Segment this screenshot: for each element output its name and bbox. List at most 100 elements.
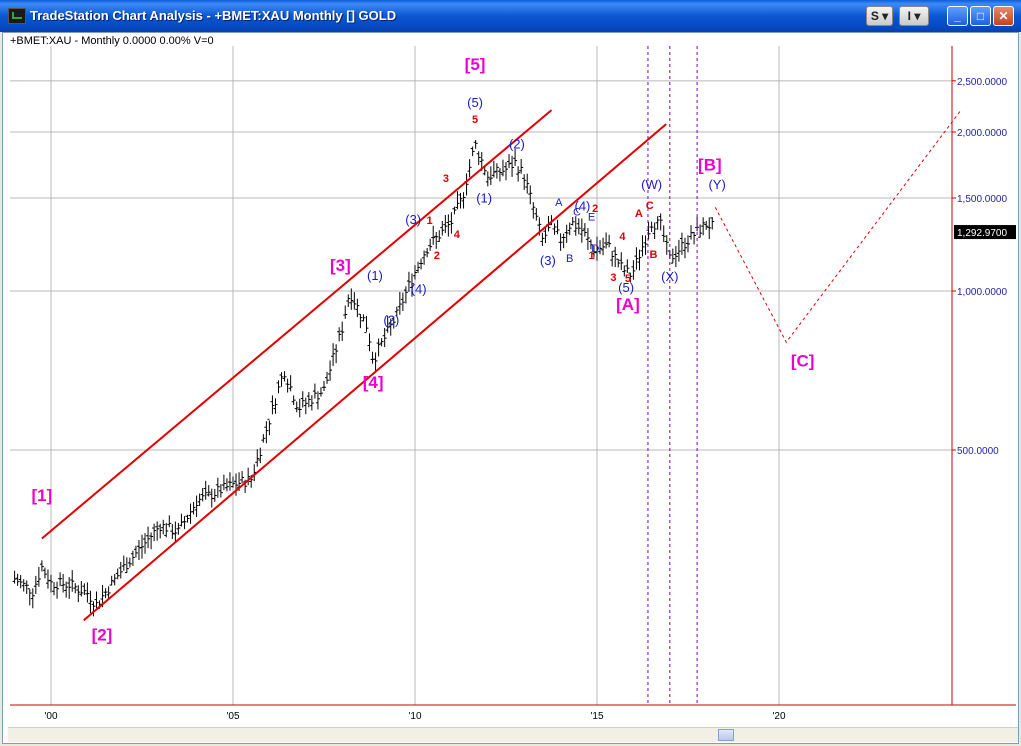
price-bar	[340, 321, 345, 341]
price-bar	[346, 294, 351, 307]
price-bar	[224, 478, 229, 492]
price-bar	[679, 232, 684, 255]
wave-label: [3]	[330, 256, 351, 275]
close-button[interactable]: ✕	[993, 6, 1014, 26]
window-title: TradeStation Chart Analysis - +BMET:XAU …	[30, 8, 397, 23]
price-bar	[215, 477, 220, 498]
price-bar	[112, 573, 117, 586]
wave-label: (3)	[540, 253, 556, 268]
price-bar	[637, 249, 642, 271]
price-bar	[182, 516, 187, 530]
price-bar	[595, 236, 599, 261]
last-value-label: 1,292.9700	[957, 228, 1007, 239]
price-bar	[406, 271, 411, 292]
indicator-menu-button[interactable]: I ▾	[899, 6, 929, 26]
price-bar	[467, 159, 472, 178]
price-bar	[670, 248, 675, 264]
price-bar	[76, 585, 81, 603]
wave-label: [1]	[32, 486, 53, 505]
wave-label: [5]	[465, 55, 486, 74]
wave-label: 5	[472, 114, 478, 126]
price-bar	[49, 574, 53, 593]
x-tick-label: '15	[590, 711, 603, 722]
price-bar	[473, 139, 478, 149]
price-bar	[610, 250, 615, 267]
chart-window	[2, 32, 1019, 744]
price-bar	[309, 395, 314, 411]
price-bar	[164, 522, 169, 538]
price-bar	[209, 488, 214, 508]
scrollbar-thumb[interactable]	[718, 729, 734, 741]
price-bar	[613, 246, 618, 268]
price-bar	[94, 591, 99, 609]
price-bar	[416, 261, 421, 274]
price-bar	[673, 246, 678, 267]
price-bar	[510, 155, 515, 177]
price-bar	[422, 250, 427, 265]
price-bar	[558, 233, 563, 251]
price-bar	[564, 224, 569, 243]
minimize-button[interactable]: _	[947, 6, 968, 26]
x-tick-label: '05	[226, 711, 239, 722]
price-bar	[282, 371, 287, 382]
price-bar	[91, 601, 96, 617]
price-bar	[373, 352, 378, 372]
wave-label: [C]	[791, 351, 815, 370]
price-bar	[334, 344, 339, 364]
price-bar	[476, 151, 481, 165]
price-bar	[200, 487, 205, 502]
price-bar	[649, 221, 654, 233]
price-bar	[118, 561, 123, 579]
price-bar	[312, 383, 317, 399]
price-bar	[573, 216, 578, 236]
y-tick-label: 2,000.0000	[957, 128, 1007, 139]
wave-label: (5)	[467, 95, 483, 110]
price-bar	[622, 265, 627, 277]
window-titlebar[interactable]: TradeStation Chart Analysis - +BMET:XAU …	[0, 0, 1021, 32]
price-bar	[585, 228, 590, 251]
wave-label: 2	[592, 203, 598, 215]
price-bar	[446, 214, 451, 237]
price-bar	[30, 588, 35, 609]
price-bar	[143, 533, 148, 554]
price-bar	[355, 298, 360, 318]
price-bar	[149, 532, 154, 550]
price-bar	[85, 582, 90, 603]
price-bar	[61, 573, 66, 593]
wave-label: A	[635, 208, 643, 220]
price-bar	[686, 235, 690, 253]
price-bar	[121, 555, 126, 571]
price-bar	[382, 327, 387, 348]
maximize-button[interactable]: □	[970, 6, 991, 26]
price-bar	[349, 288, 354, 310]
price-bar	[494, 163, 499, 179]
wave-label: A	[555, 197, 563, 209]
price-bar	[692, 231, 697, 245]
price-bar	[604, 232, 609, 249]
wave-label: 1	[426, 215, 432, 227]
price-bar	[455, 191, 460, 210]
wave-label: (2)	[383, 312, 399, 327]
horizontal-scrollbar[interactable]	[8, 727, 1018, 742]
price-bar	[628, 272, 633, 283]
price-bar	[315, 391, 320, 410]
price-bar	[322, 380, 326, 391]
price-bar	[82, 583, 87, 595]
price-bar	[425, 248, 430, 258]
price-bar	[306, 392, 311, 408]
price-bar	[707, 217, 712, 240]
price-bar	[452, 206, 457, 215]
price-bar	[67, 577, 72, 599]
price-bar	[570, 217, 575, 226]
wave-label: (1)	[367, 268, 383, 283]
style-menu-button[interactable]: S ▾	[866, 6, 893, 26]
price-bar	[36, 566, 41, 587]
price-bar	[391, 316, 396, 329]
price-bar	[42, 567, 47, 579]
price-bar	[582, 223, 587, 237]
x-tick-label: '00	[44, 711, 57, 722]
price-bar	[52, 582, 57, 596]
price-bar	[698, 224, 703, 238]
price-bar	[361, 314, 366, 322]
